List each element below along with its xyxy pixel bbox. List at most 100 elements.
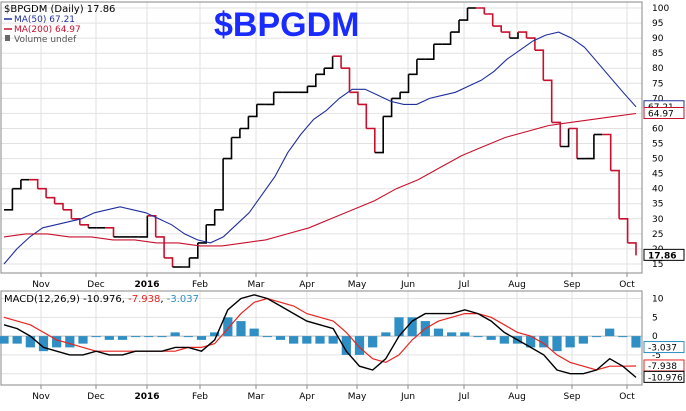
histogram-bar [539, 336, 549, 348]
price-segment [610, 169, 620, 219]
macd-x-label: Mar [248, 392, 265, 402]
price-y-tick-label: 70 [652, 94, 664, 104]
hist-tag-box [643, 341, 685, 354]
price-segment [459, 8, 469, 21]
ma200-tag-box [643, 107, 685, 120]
price-segment [265, 92, 275, 106]
price-y-tick-label: 40 [652, 185, 664, 195]
histogram-bar [447, 332, 457, 337]
price-segment [307, 74, 317, 88]
price-y-tick-label: 80 [652, 64, 664, 74]
legend-ma50: MA(50) 67.21 [14, 15, 75, 25]
price-x-label: Aug [508, 280, 526, 290]
price-segment [324, 56, 334, 69]
histogram-bar [473, 336, 483, 338]
hist-tag-text: -3.037 [648, 344, 677, 354]
macd-x-label: Dec [87, 392, 104, 402]
legend-volume: Volume undef [14, 35, 77, 45]
histogram-bar [236, 321, 246, 337]
price-segment [391, 92, 401, 100]
histogram-bar [0, 336, 9, 344]
histogram-bar [131, 336, 141, 338]
price-segment [408, 59, 418, 76]
price-segment [425, 44, 435, 60]
histogram-bar [38, 336, 49, 352]
histogram-bar [117, 336, 128, 340]
price-segment [374, 116, 384, 154]
price-segment [349, 91, 359, 105]
histogram-bar [91, 336, 101, 338]
price-x-label: Apr [299, 280, 315, 290]
price-segment [442, 32, 452, 45]
price-segment [223, 137, 233, 160]
macd-legend-label: MACD(12,26,9) [4, 294, 80, 305]
macd-line [3, 294, 637, 378]
price-segment [29, 178, 39, 189]
price-segment [619, 218, 629, 243]
price-segment [147, 215, 157, 237]
histogram-bar [302, 336, 312, 344]
price-segment [189, 242, 199, 259]
histogram-bar [631, 336, 641, 348]
macd-histogram [0, 317, 641, 355]
price-segment [248, 104, 258, 118]
macd-y-tick-label: -5 [652, 351, 661, 361]
macd-legend: MACD(12,26,9) -10.976, -7.938, -3.037 [4, 294, 199, 305]
histogram-bar [368, 336, 378, 348]
macd-x-ticks: Nov Dec 2016 Feb Mar Apr May Jun Jul Aug Sep Oct [32, 385, 635, 402]
price-segment [54, 202, 64, 210]
histogram-bar [262, 336, 272, 338]
histogram-bar [275, 336, 286, 340]
histogram-bar [381, 332, 391, 337]
price-y-tick-label: 75 [652, 79, 663, 89]
histogram-bar [52, 336, 62, 348]
macd-x-label: Sep [564, 392, 581, 402]
price-segment [214, 158, 224, 211]
price-segment [164, 257, 174, 267]
price-y-tick-label: 30 [652, 215, 664, 225]
histogram-bar [407, 317, 417, 337]
histogram-bar [486, 336, 496, 340]
price-segment [551, 121, 561, 147]
price-segment [585, 134, 595, 160]
price-y-tick-label: 45 [652, 170, 663, 180]
macd-legend-macd: -10.976 [83, 294, 122, 305]
macd-x-label: Feb [192, 392, 208, 402]
price-tag-box [643, 248, 685, 261]
price-panel-frame [0, 1, 643, 274]
price-segment [526, 37, 536, 51]
macd-y-tick-label: 10 [652, 295, 664, 305]
price-segment [315, 68, 325, 76]
price-segment [357, 103, 368, 129]
price-segment [492, 25, 502, 33]
price-x-label: Nov [32, 280, 50, 290]
signal-tag-text: -7.938 [648, 362, 677, 372]
price-segment [155, 236, 165, 258]
histogram-bar [144, 336, 154, 338]
histogram-bar [618, 336, 628, 338]
price-segment [4, 188, 14, 211]
macd-y-tick-label: 0 [652, 332, 658, 342]
price-y-tick-label: 60 [652, 124, 664, 134]
histogram-bar [394, 317, 404, 337]
histogram-bar [210, 332, 220, 337]
price-y-tick-label: 95 [652, 19, 663, 29]
price-segment [475, 7, 486, 14]
macd-legend-sep2: , [122, 294, 128, 305]
price-segment [12, 179, 22, 190]
histogram-bar [354, 336, 365, 355]
price-segment [37, 187, 47, 198]
price-x-label: Oct [619, 280, 635, 290]
ma200-tag-text: 64.97 [648, 110, 674, 120]
histogram-bar [25, 336, 35, 348]
price-x-label: Jun [400, 280, 415, 290]
histogram-bar [526, 336, 536, 348]
price-segment [63, 209, 73, 219]
histogram-bar [433, 328, 444, 337]
histogram-bar [170, 332, 180, 337]
price-segment [627, 242, 637, 256]
price-segment [383, 98, 393, 118]
ma50-line [3, 31, 637, 265]
macd-legend-hist: -3.037 [167, 294, 199, 305]
price-segment [197, 224, 207, 244]
